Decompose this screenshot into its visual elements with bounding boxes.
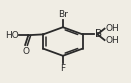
Text: Br: Br [58,10,68,20]
Text: HO: HO [5,31,19,40]
Text: B: B [95,29,102,39]
Text: F: F [60,63,66,73]
Text: OH: OH [105,36,119,45]
Text: OH: OH [105,24,119,33]
Text: O: O [22,47,29,56]
